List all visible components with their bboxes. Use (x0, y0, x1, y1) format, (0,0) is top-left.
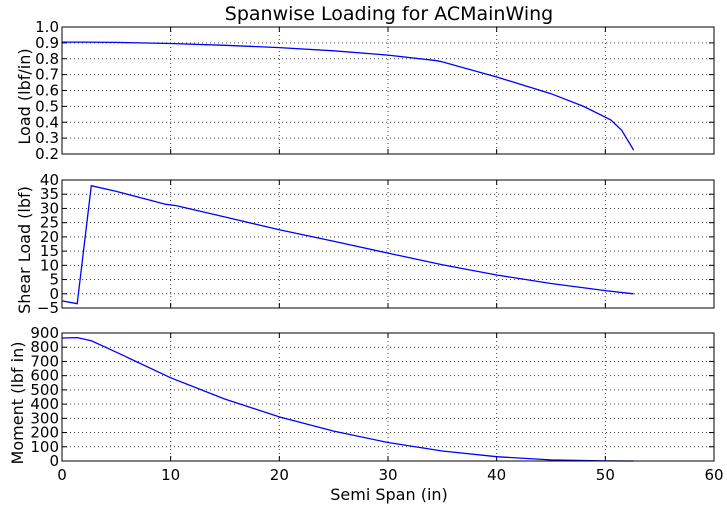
y-tick-label: 0.7 (35, 66, 59, 84)
y-tick-label: 40 (40, 171, 59, 189)
y-tick-label: 0.8 (35, 50, 59, 68)
y-tick-label: 0 (49, 285, 59, 303)
y-tick-label: 30 (40, 199, 59, 217)
y-tick-label: 0.5 (35, 97, 59, 115)
y-tick-label: 0.4 (35, 113, 59, 131)
y-axis-label: Moment (lbf in) (8, 342, 27, 465)
y-tick-label: 400 (30, 395, 59, 413)
y-tick-label: 0.6 (35, 82, 59, 100)
y-tick-label: 1.0 (35, 18, 59, 36)
shear-series-line (61, 184, 634, 305)
x-tick-label: 0 (57, 466, 67, 484)
x-tick-label: 30 (378, 466, 397, 484)
figure-title: Spanwise Loading for ACMainWing (225, 3, 553, 25)
y-tick-label: 10 (40, 256, 59, 274)
x-axis-label: Semi Span (in) (330, 485, 448, 504)
plot-frame (61, 332, 715, 462)
y-axis-label: Load (lbf/in) (15, 48, 34, 144)
y-tick-label: 100 (30, 438, 59, 456)
y-tick-label: 0 (49, 452, 59, 470)
y-tick-label: 600 (30, 367, 59, 385)
x-tick-label: 40 (487, 466, 506, 484)
y-tick-label: 0.2 (35, 145, 59, 163)
y-tick-label: 35 (40, 185, 59, 203)
plot-frame (61, 179, 715, 309)
y-tick-label: 0.9 (35, 34, 59, 52)
plot-frame (61, 26, 715, 155)
load-series-line (62, 41, 635, 151)
y-tick-label: 500 (30, 381, 59, 399)
moment-series-line (61, 336, 634, 462)
y-tick-label: 0.3 (35, 129, 59, 147)
y-tick-label: 200 (30, 424, 59, 442)
x-tick-label: 10 (161, 466, 180, 484)
y-tick-label: 900 (30, 324, 59, 342)
y-tick-label: 5 (49, 271, 59, 289)
y-axis-label: Shear Load (lbf) (15, 186, 34, 314)
y-tick-label: 25 (40, 214, 59, 232)
x-tick-label: 60 (704, 466, 723, 484)
y-tick-label: 800 (30, 338, 59, 356)
y-tick-label: 700 (30, 352, 59, 370)
y-tick-label: 20 (40, 228, 59, 246)
x-tick-label: 20 (270, 466, 289, 484)
y-tick-label: 15 (40, 242, 59, 260)
y-tick-label: −5 (37, 299, 59, 317)
y-tick-label: 300 (30, 409, 59, 427)
x-tick-label: 50 (596, 466, 615, 484)
